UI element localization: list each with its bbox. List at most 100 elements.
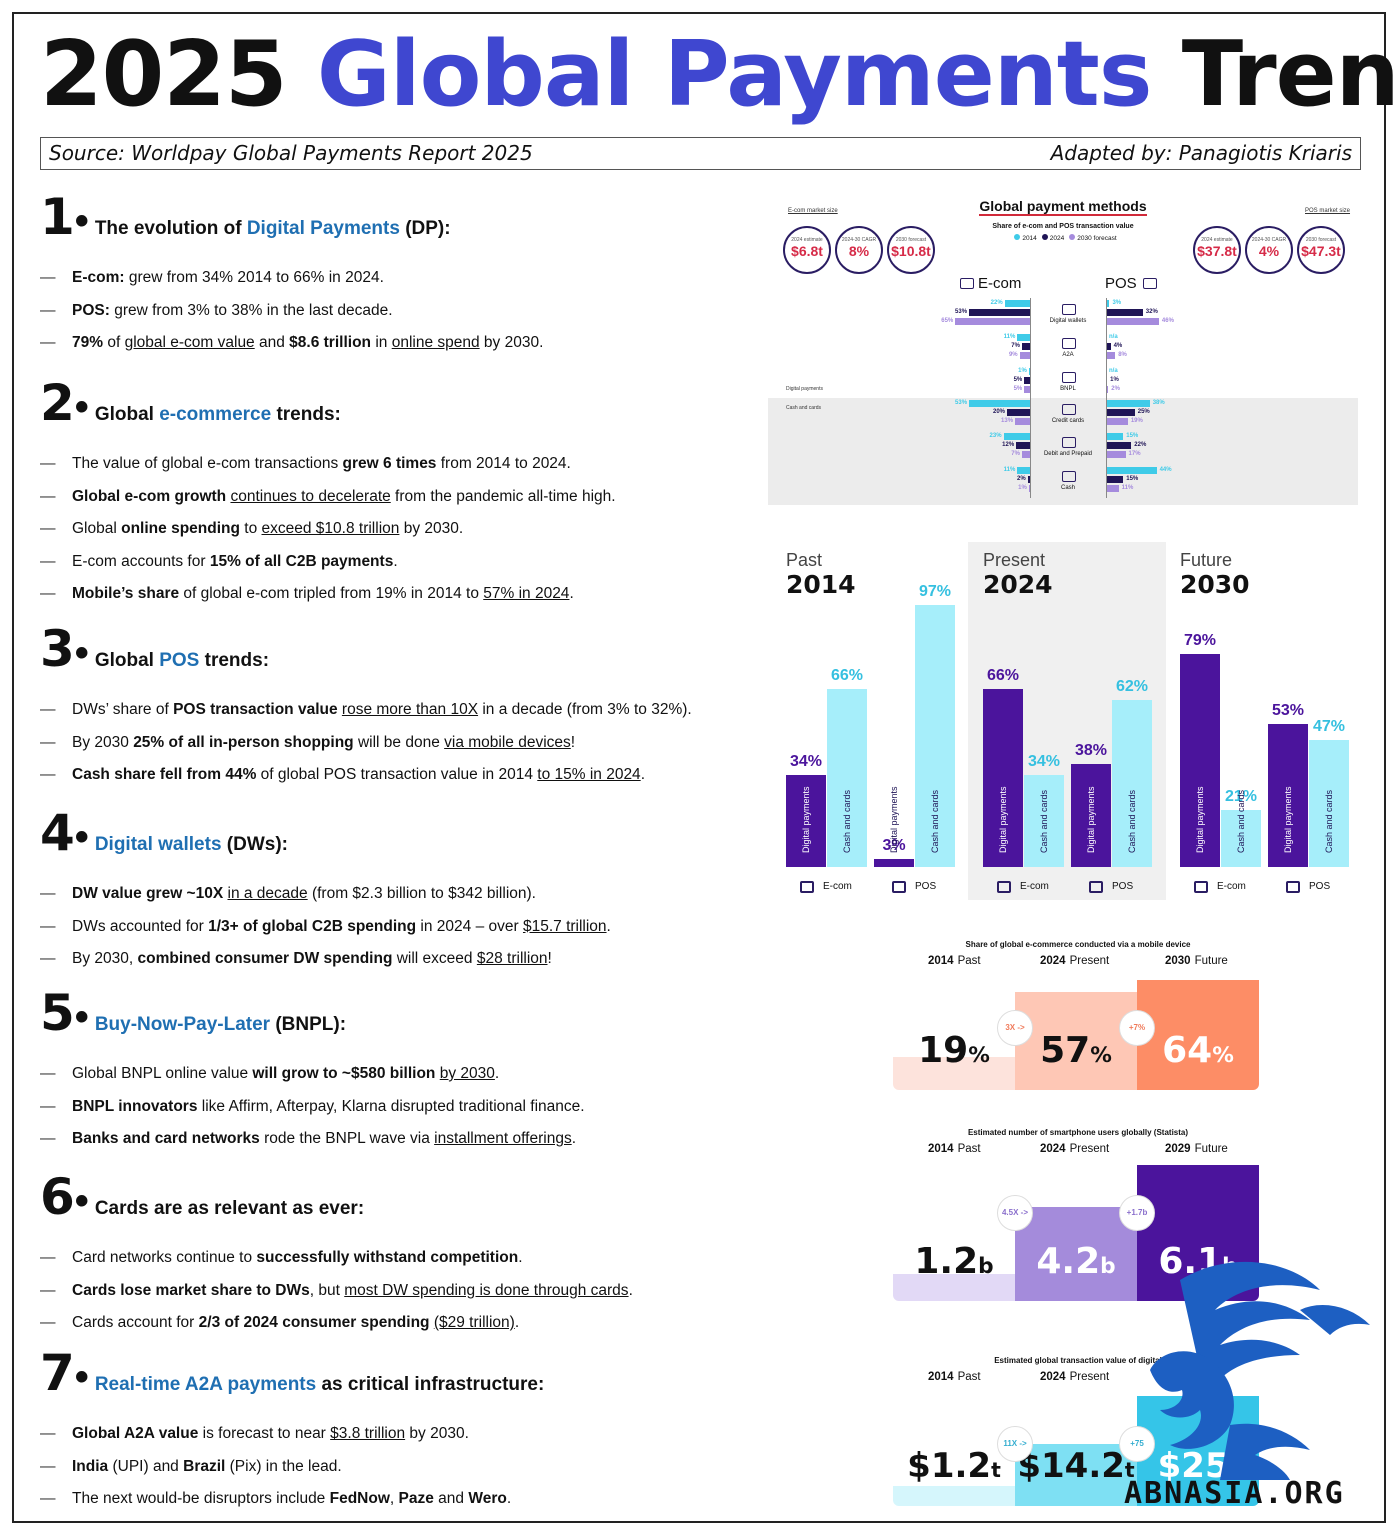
step-year-label: 2030 Future bbox=[1165, 955, 1228, 967]
method-label: Cash bbox=[1060, 485, 1075, 491]
section-heading: 5 • Buy-Now-Pay-Later (BNPL): bbox=[40, 988, 760, 1040]
bullet-item: E-com: grew from 34% 2014 to 66% in 2024… bbox=[40, 262, 760, 295]
step-block bbox=[893, 1057, 1015, 1090]
method-icon bbox=[1062, 338, 1076, 349]
source-bar: Source: Worldpay Global Payments Report … bbox=[40, 137, 1361, 170]
step-period: Present bbox=[1069, 1371, 1110, 1383]
multiplier-badge: +1.7b bbox=[1119, 1195, 1155, 1231]
legend-swatch bbox=[1041, 234, 1048, 240]
step-year-label: 2014 Past bbox=[928, 1143, 981, 1155]
step-period: Past bbox=[957, 1371, 981, 1383]
bullet-item: India (UPI) and Brazil (Pix) in the lead… bbox=[40, 1451, 760, 1484]
bullet-item: E-com accounts for 15% of all C2B paymen… bbox=[40, 546, 760, 579]
bullet-item: Cards lose market share to DWs, but most… bbox=[40, 1275, 760, 1308]
ecom-bar-label: 11% bbox=[1003, 467, 1016, 473]
step-value: $14.2t bbox=[1015, 1446, 1137, 1486]
section-heading: 7 • Real-time A2A payments as critical inf… bbox=[40, 1348, 760, 1400]
ppf-bar bbox=[874, 858, 914, 867]
section-4: 4•Digital wallets (DWs): DW value grew ~1… bbox=[40, 808, 760, 976]
step-value-number: 4.2 bbox=[1036, 1241, 1101, 1282]
step-period: Future bbox=[1194, 1143, 1228, 1155]
chart-legend: 2014 2024 2030 forecast bbox=[768, 234, 1358, 242]
title-year: 2025 bbox=[40, 22, 287, 127]
ppf-bar-label: Digital payments bbox=[801, 786, 811, 853]
step-chart-title: Share of global e-commerce conducted via… bbox=[965, 940, 1191, 949]
section-heading: 4 • Digital wallets (DWs): bbox=[40, 808, 760, 860]
payment-methods-chart: Global payment methods Share of e-com an… bbox=[768, 190, 1358, 505]
ppf-value: 34% bbox=[1027, 753, 1061, 771]
bullet-item: The value of global e-com transactions g… bbox=[40, 448, 760, 481]
ecom-bar bbox=[1017, 467, 1030, 474]
pos-bar bbox=[1106, 300, 1110, 307]
multiplier-badge: 3X -> bbox=[997, 1010, 1033, 1046]
source-text: Source: Worldpay Global Payments Report … bbox=[49, 141, 533, 165]
section-2: 2•Global e-commerce trends: The value of … bbox=[40, 378, 760, 611]
ecom-market-label: E-com market size bbox=[788, 208, 838, 214]
pos-bar bbox=[1106, 442, 1132, 449]
legend-label: 2014 bbox=[1022, 235, 1037, 242]
step-value-number: 1.2 bbox=[914, 1241, 979, 1282]
pos-bar-label: 22% bbox=[1134, 442, 1147, 448]
ecom-bar-label: 1% bbox=[1018, 368, 1027, 374]
pos-bar bbox=[1106, 467, 1157, 474]
pos-bar bbox=[1106, 485, 1119, 492]
heading-suffix: trends: bbox=[199, 650, 270, 671]
ppf-bar bbox=[827, 688, 867, 867]
section-number: 4 bbox=[40, 804, 75, 862]
ecom-bar-label: 11% bbox=[1003, 334, 1016, 340]
bullet-item: DW value grew ~10X in a decade (from $2.… bbox=[40, 878, 760, 911]
bullet-list: DW value grew ~10X in a decade (from $2.… bbox=[40, 878, 760, 976]
bullet-item: Card networks continue to successfully w… bbox=[40, 1242, 760, 1275]
heading-suffix: as critical infrastructure: bbox=[316, 1374, 545, 1395]
ppf-bar-label: Cash and cards bbox=[1236, 789, 1246, 853]
step-block bbox=[1015, 1443, 1137, 1506]
watermark-text: ABNASIA.ORG bbox=[1124, 1476, 1345, 1511]
page-frame bbox=[12, 12, 1386, 1523]
ecom-bar-label: 5% bbox=[1013, 377, 1023, 383]
adapted-text: Adapted by: Panagiotis Kriaris bbox=[1050, 141, 1352, 165]
legend-pos: POS bbox=[1309, 881, 1331, 892]
section-3: 3•Global POS trends: DWs’ share of POS tr… bbox=[40, 624, 760, 792]
ppf-bar-label: Digital payments bbox=[889, 786, 899, 853]
ecom-bar-label: 22% bbox=[990, 300, 1003, 306]
bullet-list: The value of global e-com transactions g… bbox=[40, 448, 760, 611]
bullet-item: DWs accounted for 1/3+ of global C2B spe… bbox=[40, 911, 760, 944]
ecom-bar-label: 65% bbox=[941, 318, 954, 324]
circle-label: 2024-30 CAGR bbox=[1251, 237, 1287, 243]
ppf-value: 53% bbox=[1271, 701, 1305, 719]
step-year: 2014 bbox=[928, 1143, 954, 1155]
method-icon bbox=[1062, 372, 1076, 383]
circle-value: 8% bbox=[848, 243, 870, 259]
legend-pos: POS bbox=[915, 881, 937, 892]
circle-value: 4% bbox=[1258, 243, 1280, 259]
bullet-item: DWs’ share of POS transaction value rose… bbox=[40, 694, 760, 727]
ppf-bar bbox=[915, 605, 955, 867]
ecom-market-circle: 2030 forecast $10.8t bbox=[887, 226, 935, 274]
ecom-bar-label: 20% bbox=[992, 409, 1005, 415]
step-year: 2014 bbox=[928, 1371, 954, 1383]
shopping-bag-icon bbox=[800, 881, 814, 893]
heading-text: Global bbox=[94, 650, 160, 671]
title-end: Trends bbox=[1181, 22, 1399, 127]
ppf-bar-label: Cash and cards bbox=[1324, 789, 1334, 853]
pos-bar bbox=[1106, 476, 1124, 483]
ecom-bar-label: 53% bbox=[955, 309, 968, 315]
ecom-bar-label: 2% bbox=[1017, 476, 1026, 482]
ppf-bar-label: Digital payments bbox=[998, 786, 1008, 853]
circle-label: 2024 estimate bbox=[1201, 237, 1233, 243]
ppf-bar-label: Digital payments bbox=[1283, 786, 1293, 853]
section-6: 6•Cards are as relevant as ever: Card ne… bbox=[40, 1172, 760, 1340]
group-label-cards: Cash and cards bbox=[786, 405, 822, 411]
pos-bar bbox=[1106, 386, 1109, 393]
ecom-bar-label: 1% bbox=[1018, 485, 1027, 491]
shopping-bag-icon bbox=[1194, 881, 1208, 893]
ecom-heading: E-com bbox=[978, 275, 1022, 292]
step-period: Past bbox=[957, 955, 981, 967]
step-value-number: 19 bbox=[918, 1030, 969, 1071]
ecom-bar-label: 7% bbox=[1011, 343, 1020, 349]
section-number: 6 bbox=[40, 1168, 75, 1226]
step-value-unit: % bbox=[1090, 1043, 1112, 1068]
ppf-bar bbox=[1024, 775, 1064, 867]
chart-title: Global payment methods bbox=[979, 198, 1147, 216]
ppf-bar bbox=[1112, 699, 1152, 867]
